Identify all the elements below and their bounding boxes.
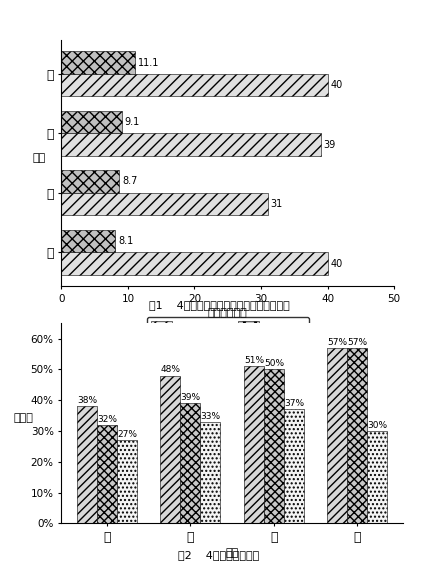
- Text: 40: 40: [330, 259, 343, 268]
- Bar: [61, 133, 321, 156]
- Text: 57%: 57%: [347, 337, 367, 347]
- Text: 33%: 33%: [200, 411, 220, 420]
- Bar: [201, 422, 220, 523]
- Text: 27%: 27%: [117, 430, 137, 439]
- Text: 57%: 57%: [327, 337, 347, 347]
- Bar: [327, 348, 347, 523]
- Text: 8.7: 8.7: [122, 176, 137, 186]
- X-axis label: 距离（公里）: 距离（公里）: [208, 308, 247, 318]
- Text: 38%: 38%: [77, 396, 97, 405]
- Text: 40: 40: [330, 80, 343, 90]
- X-axis label: 城市: 城市: [226, 548, 239, 558]
- Text: 39: 39: [324, 140, 336, 150]
- Text: 48%: 48%: [160, 366, 180, 374]
- Text: 图2    4个城市通勤情况: 图2 4个城市通勤情况: [178, 550, 260, 560]
- Text: 11.1: 11.1: [138, 58, 159, 67]
- Bar: [180, 403, 201, 523]
- Y-axis label: 百分比: 百分比: [14, 414, 34, 423]
- Y-axis label: 城市: 城市: [32, 153, 46, 163]
- Text: 31: 31: [270, 199, 283, 209]
- Bar: [244, 366, 264, 523]
- Text: 50%: 50%: [264, 359, 284, 368]
- Bar: [264, 370, 284, 523]
- Text: 37%: 37%: [284, 399, 304, 408]
- Text: 8.1: 8.1: [118, 236, 133, 246]
- Text: 51%: 51%: [244, 356, 264, 365]
- Bar: [160, 376, 180, 523]
- Bar: [61, 111, 122, 133]
- Bar: [61, 170, 119, 193]
- Legend: 平均通勤距离, 通勤空间半径: 平均通勤距离, 通勤空间半径: [146, 316, 309, 335]
- Text: 39%: 39%: [180, 393, 201, 402]
- Text: 图1    4个城市通勤空间半径与平均通勤距离: 图1 4个城市通勤空间半径与平均通勤距离: [148, 300, 290, 309]
- Bar: [347, 348, 367, 523]
- Bar: [61, 74, 328, 97]
- Bar: [97, 425, 117, 523]
- Bar: [284, 410, 304, 523]
- Bar: [367, 431, 388, 523]
- Bar: [61, 51, 135, 74]
- Bar: [77, 406, 97, 523]
- Text: 32%: 32%: [97, 415, 117, 424]
- Bar: [61, 193, 268, 215]
- Bar: [61, 252, 328, 275]
- Bar: [117, 440, 137, 523]
- Text: 9.1: 9.1: [124, 117, 140, 127]
- Text: 30%: 30%: [367, 421, 388, 430]
- Bar: [61, 229, 115, 252]
